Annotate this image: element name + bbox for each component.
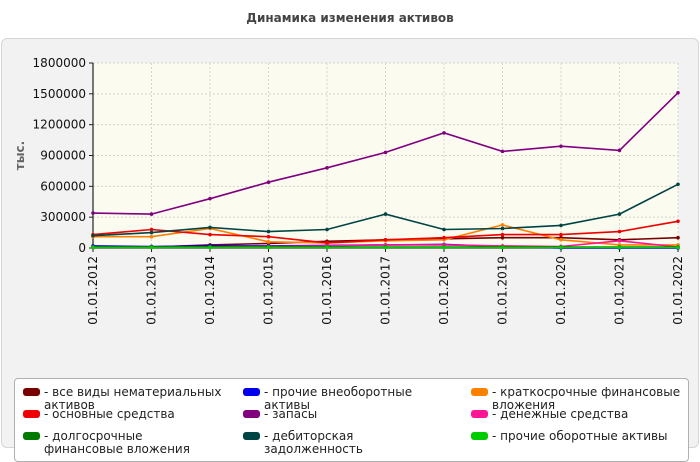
data-point: [266, 229, 271, 234]
data-point: [676, 219, 680, 224]
data-point: [208, 225, 212, 230]
x-tick-label: 01.01.2020: [554, 256, 568, 325]
legend-swatch: [243, 432, 260, 440]
data-point: [266, 240, 271, 244]
y-tick-label: 1500000: [33, 87, 86, 101]
plot-area: 0 300000 600000 900000 1200000 1500000 1800000…: [13, 56, 685, 325]
chart-title: Динамика изменения активов: [246, 11, 454, 25]
legend-item: долгосрочные финансовые вложения: [23, 430, 224, 456]
data-point: [559, 223, 563, 228]
data-point: [266, 180, 271, 185]
data-point: [676, 182, 680, 187]
data-point: [208, 196, 212, 201]
data-point: [617, 148, 622, 153]
x-tick-label: 01.01.2017: [379, 256, 393, 325]
data-point: [325, 166, 329, 170]
x-tick-label: 01.01.2016: [320, 256, 334, 325]
data-point: [676, 91, 680, 95]
legend: все виды нематериальных активовпрочие вн…: [14, 378, 689, 462]
legend-swatch: [23, 410, 40, 418]
legend-item: прочие оборотные активы: [471, 430, 692, 443]
legend-swatch: [23, 388, 40, 396]
data-point: [208, 232, 212, 237]
legend-swatch: [471, 410, 488, 418]
data-point: [91, 245, 95, 250]
x-tick-label: 01.01.2021: [613, 256, 627, 325]
x-tick-label: 01.01.2012: [86, 256, 100, 325]
y-tick-label: 1200000: [33, 118, 86, 132]
data-point: [149, 230, 154, 235]
x-tick-label: 01.01.2018: [437, 256, 451, 325]
data-point: [442, 131, 446, 135]
data-point: [559, 245, 563, 250]
data-point: [149, 227, 154, 232]
legend-swatch: [243, 388, 260, 396]
legend-item: дебиторская задолженность: [243, 430, 444, 456]
legend-label: долгосрочные финансовые вложения: [44, 430, 224, 456]
data-point: [383, 150, 388, 155]
legend-label: дебиторская задолженность: [264, 430, 444, 456]
legend-swatch: [243, 410, 260, 418]
y-tick-label: 600000: [40, 179, 86, 193]
data-point: [617, 229, 622, 234]
legend-swatch: [471, 388, 488, 396]
legend-item: запасы: [243, 408, 444, 421]
y-tick-label: 300000: [40, 210, 86, 224]
data-point: [266, 234, 271, 239]
data-point: [617, 245, 622, 250]
data-point: [617, 212, 622, 216]
data-point: [266, 245, 271, 250]
data-point: [500, 245, 505, 250]
data-point: [500, 226, 505, 231]
chart-panel: 0 300000 600000 900000 1200000 1500000 1800000…: [1, 38, 699, 462]
data-point: [559, 144, 563, 149]
x-tick-label: 01.01.2022: [671, 256, 685, 325]
data-point: [500, 223, 505, 227]
data-point: [208, 245, 212, 250]
data-point: [500, 235, 505, 240]
data-point: [325, 241, 329, 245]
y-tick-label: 0: [78, 241, 86, 255]
data-point: [149, 212, 154, 216]
legend-swatch: [471, 432, 488, 440]
legend-label: основные средства: [44, 408, 224, 421]
data-point: [325, 227, 329, 232]
x-tick-label: 01.01.2013: [145, 256, 159, 325]
data-point: [559, 232, 563, 237]
data-point: [500, 149, 505, 154]
data-point: [383, 245, 388, 250]
legend-label: запасы: [264, 408, 444, 421]
data-point: [676, 235, 680, 240]
data-point: [442, 227, 446, 232]
y-tick-label: 900000: [40, 149, 86, 163]
data-point: [559, 237, 563, 242]
x-tick-label: 01.01.2014: [203, 256, 217, 325]
data-point: [383, 237, 388, 242]
legend-label: прочие оборотные активы: [492, 430, 692, 443]
data-point: [500, 232, 505, 237]
data-point: [149, 234, 154, 239]
data-point: [91, 211, 95, 215]
legend-label: денежные средства: [492, 408, 692, 421]
y-tick-label: 1800000: [33, 56, 86, 70]
data-point: [383, 212, 388, 216]
data-point: [91, 233, 95, 238]
legend-item: основные средства: [23, 408, 224, 421]
x-tick-label: 01.01.2019: [496, 256, 510, 325]
data-point: [325, 245, 329, 250]
data-point: [442, 235, 446, 240]
data-point: [149, 245, 154, 250]
y-axis-label: тыс.: [13, 141, 27, 170]
legend-item: денежные средства: [471, 408, 692, 421]
data-point: [676, 245, 680, 250]
legend-swatch: [23, 432, 40, 440]
x-tick-label: 01.01.2015: [262, 256, 276, 325]
data-point: [442, 245, 446, 250]
data-point: [617, 239, 622, 243]
